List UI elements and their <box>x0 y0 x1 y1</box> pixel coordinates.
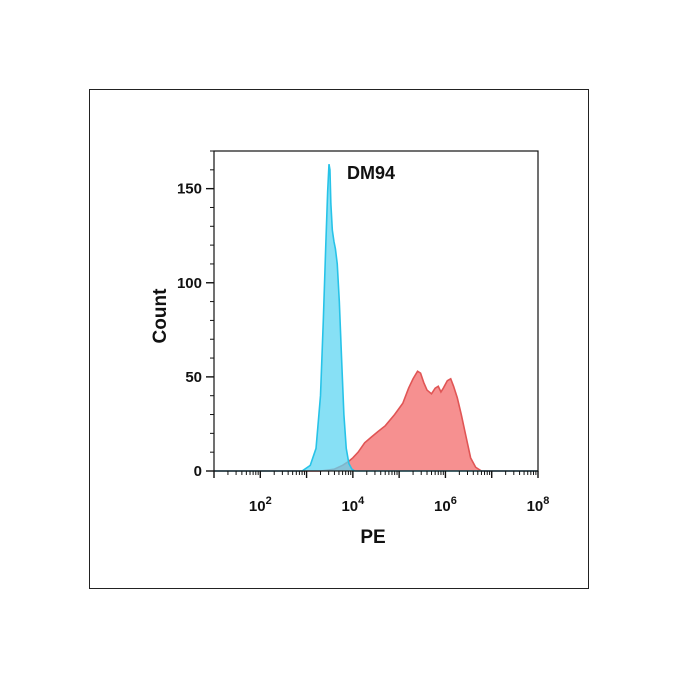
series-0-area <box>214 371 538 471</box>
x-tick-label: 102 <box>249 495 272 515</box>
histogram-chart: 0 50 100 150 102 104 106 108 DM94 PE Count <box>150 150 550 548</box>
plot-area <box>213 150 539 472</box>
series-layer <box>214 164 538 472</box>
series-1-area <box>214 164 538 471</box>
series-1-line <box>214 164 538 472</box>
chart-frame: 0 50 100 150 102 104 106 108 DM94 PE Count <box>89 89 589 589</box>
x-tick-label: 104 <box>341 495 365 515</box>
chart-title: DM94 <box>347 163 395 183</box>
x-tick-label: 106 <box>434 495 457 515</box>
y-axis-title: Count <box>150 288 171 344</box>
x-tick-label: 108 <box>527 495 550 515</box>
y-tick-label: 150 <box>177 181 202 198</box>
y-tick-label: 50 <box>185 369 202 386</box>
series-0-line <box>214 370 538 472</box>
y-tick-label: 0 <box>194 463 202 480</box>
x-axis: 102 104 106 108 <box>213 471 550 515</box>
x-axis-title: PE <box>360 527 385 548</box>
y-axis: 0 50 100 150 <box>177 150 214 480</box>
y-tick-label: 100 <box>177 275 202 292</box>
